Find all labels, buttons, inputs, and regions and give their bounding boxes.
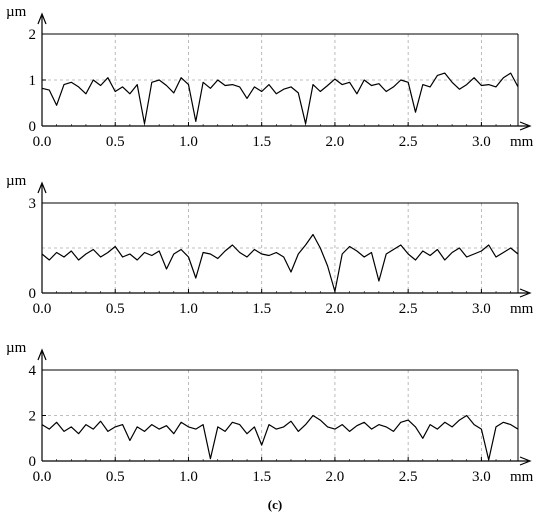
x-tick-label: 2.0 bbox=[326, 134, 345, 150]
y-tick-label: 4 bbox=[29, 363, 37, 379]
y-unit-label: µm bbox=[6, 4, 27, 20]
x-tick-label: 1.0 bbox=[179, 134, 198, 150]
x-tick-label: 1.5 bbox=[252, 469, 271, 485]
y-axis-arrow bbox=[37, 348, 47, 361]
y-axis-arrow bbox=[37, 12, 47, 25]
y-tick-label: 3 bbox=[29, 196, 37, 212]
x-tick-label: 2.5 bbox=[399, 469, 418, 485]
y-tick-label: 1 bbox=[29, 73, 37, 89]
y-tick-label: 2 bbox=[29, 27, 37, 43]
x-unit-label: mm bbox=[510, 469, 534, 485]
x-tick-label: 3.0 bbox=[472, 469, 491, 485]
x-tick-label: 0.0 bbox=[33, 301, 52, 317]
x-tick-label: 1.0 bbox=[179, 469, 198, 485]
x-tick-label: 0.5 bbox=[106, 301, 125, 317]
x-tick-label: 1.5 bbox=[252, 301, 271, 317]
y-tick-label: 2 bbox=[29, 409, 37, 425]
x-tick-label: 2.5 bbox=[399, 301, 418, 317]
x-tick-label: 2.5 bbox=[399, 134, 418, 150]
x-tick-label: 3.0 bbox=[472, 301, 491, 317]
x-tick-label: 0.5 bbox=[106, 134, 125, 150]
x-axis-arrow bbox=[519, 456, 532, 466]
x-tick-label: 1.0 bbox=[179, 301, 198, 317]
x-tick-label: 1.5 bbox=[252, 134, 271, 150]
x-tick-label: 0.0 bbox=[33, 134, 52, 150]
y-unit-label: µm bbox=[6, 340, 27, 356]
chart-panel-3: 0.0 0.5 1.0 1.5 2.0 2.5 3.0 0 2 4µm mm bbox=[6, 340, 534, 485]
x-tick-label: 2.0 bbox=[326, 301, 345, 317]
x-tick-label: 0.0 bbox=[33, 469, 52, 485]
figure-caption-text: (c) bbox=[267, 497, 283, 512]
x-unit-label: mm bbox=[510, 301, 534, 317]
x-tick-label: 3.0 bbox=[472, 134, 491, 150]
profile-line-1 bbox=[41, 72, 519, 125]
x-unit-label: mm bbox=[510, 134, 534, 150]
x-tick-label: 0.5 bbox=[106, 469, 125, 485]
chart-panel-2: 0.0 0.5 1.0 1.5 2.0 2.5 3.0 0 3µm mm bbox=[6, 173, 534, 317]
figure-caption: (c) bbox=[0, 497, 550, 513]
y-tick-label: 0 bbox=[29, 454, 37, 470]
x-tick-label: 2.0 bbox=[326, 469, 345, 485]
y-tick-label: 0 bbox=[29, 286, 37, 302]
profile-line-3 bbox=[41, 414, 519, 461]
y-tick-label: 0 bbox=[29, 119, 37, 135]
y-unit-label: µm bbox=[6, 173, 27, 189]
y-axis-arrow bbox=[37, 181, 47, 194]
x-axis-arrow bbox=[519, 121, 532, 131]
x-axis-arrow bbox=[519, 288, 532, 298]
profile-line-2 bbox=[41, 233, 519, 293]
chart-panel-1: 0.0 0.5 1.0 1.5 2.0 2.5 3.0 0 1 2µm mm bbox=[6, 4, 534, 150]
